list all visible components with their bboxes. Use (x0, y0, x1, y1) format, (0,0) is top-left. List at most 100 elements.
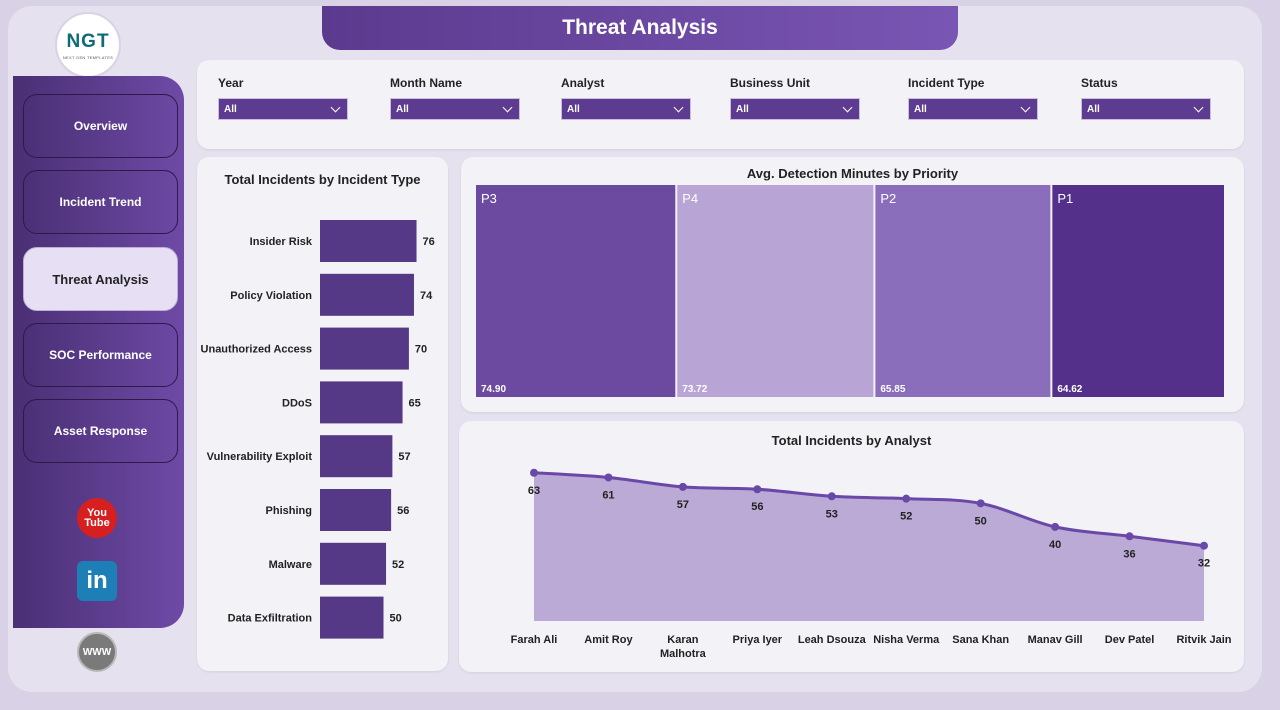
bar-category-label-7: Data Exfiltration (228, 613, 313, 625)
area-value-label-3: 56 (751, 501, 763, 513)
area-line (533, 471, 1205, 548)
youtube-icon-bottom: Tube (84, 517, 110, 529)
filter-year: Year All (218, 76, 348, 120)
treemap-tile-value-3: 64.62 (1057, 384, 1082, 395)
area-value-label-1: 61 (602, 489, 614, 501)
filter-business-unit-label: Business Unit (730, 76, 811, 90)
bar-1[interactable] (320, 273, 414, 316)
bar-value-label-0: 76 (423, 236, 435, 248)
treemap-tile-p2[interactable] (875, 185, 1051, 397)
treemap-tile-label-0: P3 (481, 191, 497, 206)
filter-incident-type-dropdown[interactable]: All (908, 98, 1038, 120)
bar-2[interactable] (320, 327, 409, 370)
bar-value-label-3: 65 (409, 397, 421, 409)
page-title-text: Threat Analysis (562, 16, 718, 39)
area-point-4[interactable] (827, 492, 836, 501)
bar-value-label-6: 52 (392, 559, 404, 571)
bar-category-label-2: Unauthorized Access (201, 344, 312, 356)
treemap-tile-p1[interactable] (1052, 185, 1224, 397)
nav-overview-label: Overview (73, 119, 128, 133)
filter-year-label: Year (218, 76, 244, 90)
area-point-9[interactable] (1200, 541, 1208, 550)
logo: NGT NEXT GEN TEMPLATES (55, 12, 121, 78)
area-category-label-8: Dev Patel (1105, 634, 1155, 646)
filter-panel: Year All Month Name All Analyst All Busi… (197, 60, 1244, 149)
youtube-icon[interactable]: You Tube (77, 498, 117, 538)
bar-4[interactable] (320, 435, 393, 478)
area-category-label-3: Priya Iyer (733, 634, 783, 646)
area-value-label-6: 50 (975, 515, 987, 527)
bar-0[interactable] (320, 220, 417, 262)
linkedin-icon-text: in (86, 567, 108, 594)
filter-status-dropdown[interactable]: All (1081, 98, 1211, 120)
incident-type-chart-title: Total Incidents by Incident Type (224, 172, 421, 187)
bar-5[interactable] (320, 489, 392, 531)
bar-category-label-3: DDoS (282, 397, 312, 409)
area-point-6[interactable] (976, 499, 985, 508)
bar-category-label-1: Policy Violation (230, 290, 312, 302)
nav-threat-analysis-button[interactable]: Threat Analysis (23, 247, 178, 311)
area-point-3[interactable] (753, 485, 762, 494)
area-category-label-1: Amit Roy (584, 634, 633, 646)
filter-analyst-dropdown[interactable]: All (561, 98, 691, 120)
sidebar: Overview Incident Trend Threat Analysis … (13, 76, 184, 628)
nav-threat-analysis-label: Threat Analysis (52, 271, 149, 287)
website-globe-icon[interactable]: WWW (77, 632, 117, 672)
bar-7[interactable] (320, 596, 384, 639)
filter-analyst-label: Analyst (561, 76, 605, 90)
area-value-label-8: 36 (1123, 548, 1135, 560)
analyst-chart-card: Total Incidents by Analyst 63 Farah Ali 61… (459, 421, 1244, 672)
filter-analyst: Analyst All (561, 76, 691, 120)
page-title: Threat Analysis (322, 6, 958, 50)
area-category-label-7: Manav Gill (1028, 634, 1083, 646)
bar-6[interactable] (320, 542, 387, 585)
bar-3[interactable] (320, 381, 403, 424)
treemap-tile-label-3: P1 (1057, 191, 1073, 206)
priority-treemap-chart: P3 74.90 P4 73.72 P2 65.85 P1 64.62 (476, 185, 1224, 397)
area-point-8[interactable] (1125, 532, 1134, 541)
logo-subtext: NEXT GEN TEMPLATES (62, 54, 114, 60)
area-point-7[interactable] (1051, 522, 1060, 531)
area-category-label-6: Sana Khan (952, 634, 1009, 646)
area-fill (534, 472, 1204, 621)
area-point-0[interactable] (530, 468, 538, 477)
chevron-down-icon (673, 102, 684, 112)
filter-status-label: Status (1081, 76, 1118, 90)
area-category-label-2: Karan Malhotra (660, 634, 707, 660)
nav-incident-trend-label: Incident Trend (59, 195, 142, 209)
treemap-tile-p4[interactable] (677, 185, 874, 397)
bar-category-label-4: Vulnerability Exploit (207, 451, 313, 463)
area-point-5[interactable] (902, 494, 911, 503)
filter-year-dropdown[interactable]: All (218, 98, 348, 120)
treemap-tile-value-0: 74.90 (481, 384, 506, 395)
area-value-label-4: 53 (826, 508, 838, 520)
nav-asset-response-label: Asset Response (53, 424, 148, 438)
nav-overview-button[interactable]: Overview (23, 94, 178, 158)
filter-month-dropdown[interactable]: All (390, 98, 520, 120)
chevron-down-icon (330, 102, 341, 112)
area-value-label-2: 57 (677, 499, 689, 511)
nav-asset-response-button[interactable]: Asset Response (23, 399, 178, 463)
filter-incident-type: Incident Type All (908, 76, 1038, 120)
filter-incident-type-label: Incident Type (908, 76, 985, 90)
area-point-1[interactable] (604, 473, 613, 482)
treemap-tile-p3[interactable] (476, 185, 676, 397)
bar-value-label-1: 74 (420, 290, 433, 302)
filter-business-unit-dropdown[interactable]: All (730, 98, 860, 120)
bar-category-label-5: Phishing (266, 505, 312, 517)
analyst-chart-title: Total Incidents by Analyst (771, 433, 932, 448)
filter-month-label: Month Name (390, 76, 462, 90)
bar-category-label-6: Malware (269, 559, 312, 571)
nav-soc-performance-button[interactable]: SOC Performance (23, 323, 178, 387)
treemap-tile-label-1: P4 (682, 191, 698, 206)
area-point-2[interactable] (678, 482, 687, 491)
youtube-icon-top: You (87, 507, 107, 519)
nav-incident-trend-button[interactable]: Incident Trend (23, 170, 178, 234)
filter-status: Status All (1081, 76, 1211, 120)
incident-type-chart-card: Total Incidents by Incident Type Insider… (197, 157, 448, 671)
treemap-tile-label-2: P2 (880, 191, 896, 206)
linkedin-icon[interactable]: in (77, 561, 117, 601)
bar-category-label-0: Insider Risk (250, 236, 313, 248)
filter-business-unit-value: All (736, 103, 749, 115)
treemap-tile-value-2: 65.85 (880, 384, 905, 395)
